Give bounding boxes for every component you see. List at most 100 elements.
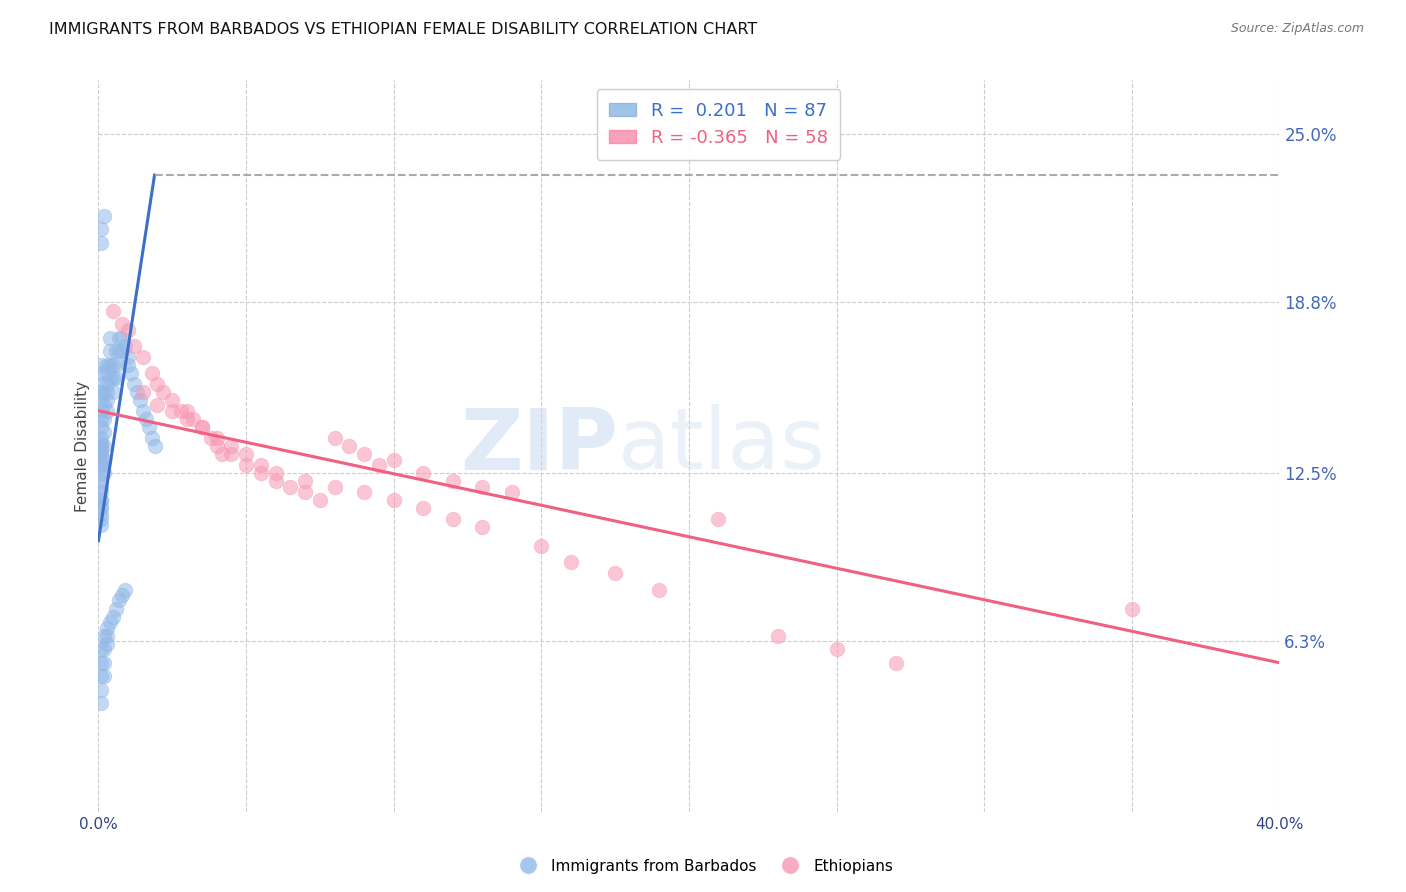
Text: Source: ZipAtlas.com: Source: ZipAtlas.com [1230, 22, 1364, 36]
Point [205, 431, 228, 445]
Point [96, 629, 118, 643]
Point [441, 512, 464, 526]
Point [90, 439, 112, 453]
Point [96, 392, 118, 407]
Point [117, 358, 139, 372]
Point [530, 539, 553, 553]
Point [471, 520, 494, 534]
Point [122, 376, 145, 391]
Point [90, 485, 112, 500]
Point [382, 493, 405, 508]
Point [96, 637, 118, 651]
Point [98, 371, 121, 385]
Point [105, 601, 128, 615]
Point [90, 458, 112, 472]
Point [146, 398, 169, 412]
Point [707, 512, 730, 526]
Point [1121, 601, 1143, 615]
Point [103, 358, 125, 372]
Point [90, 420, 112, 434]
Text: IMMIGRANTS FROM BARBADOS VS ETHIOPIAN FEMALE DISABILITY CORRELATION CHART: IMMIGRANTS FROM BARBADOS VS ETHIOPIAN FE… [49, 22, 758, 37]
Point [90, 358, 112, 372]
Point [90, 436, 112, 450]
Point [264, 466, 287, 480]
Point [98, 344, 121, 359]
Point [93, 439, 115, 453]
Point [111, 331, 134, 345]
Point [105, 371, 128, 385]
Point [90, 452, 112, 467]
Point [412, 466, 434, 480]
Point [176, 404, 198, 418]
Point [382, 452, 405, 467]
Point [90, 376, 112, 391]
Point [132, 350, 155, 364]
Legend: Immigrants from Barbados, Ethiopians: Immigrants from Barbados, Ethiopians [506, 853, 900, 880]
Point [96, 366, 118, 380]
Point [93, 466, 115, 480]
Point [211, 447, 233, 461]
Point [152, 384, 174, 399]
Point [501, 485, 523, 500]
Point [412, 501, 434, 516]
Point [108, 593, 131, 607]
Point [114, 339, 136, 353]
Point [250, 466, 273, 480]
Point [138, 420, 160, 434]
Point [294, 474, 316, 488]
Point [93, 384, 115, 399]
Point [132, 404, 155, 418]
Point [471, 480, 494, 494]
Point [90, 447, 112, 461]
Legend: R =  0.201   N = 87, R = -0.365   N = 58: R = 0.201 N = 87, R = -0.365 N = 58 [596, 89, 841, 160]
Point [323, 480, 346, 494]
Point [96, 620, 118, 634]
Point [103, 609, 125, 624]
Point [96, 404, 118, 418]
Point [93, 669, 115, 683]
Point [90, 384, 112, 399]
Point [135, 412, 157, 426]
Point [90, 517, 112, 532]
Point [96, 376, 118, 391]
Point [90, 442, 112, 456]
Point [825, 642, 848, 657]
Point [280, 480, 302, 494]
Point [98, 358, 121, 372]
Point [132, 384, 155, 399]
Point [766, 629, 789, 643]
Point [111, 317, 134, 331]
Point [221, 439, 243, 453]
Point [90, 697, 112, 711]
Point [90, 493, 112, 508]
Point [98, 331, 121, 345]
Point [111, 588, 134, 602]
Point [264, 474, 287, 488]
Point [90, 466, 112, 480]
Point [235, 447, 257, 461]
Point [441, 474, 464, 488]
Text: ZIP: ZIP [460, 404, 619, 488]
Point [93, 398, 115, 412]
Point [111, 344, 134, 359]
Point [117, 350, 139, 364]
Point [93, 209, 115, 223]
Point [191, 420, 214, 434]
Point [146, 376, 169, 391]
Point [200, 431, 222, 445]
Point [176, 412, 198, 426]
Point [90, 366, 112, 380]
Point [90, 431, 112, 445]
Point [90, 458, 112, 472]
Point [221, 447, 243, 461]
Point [93, 412, 115, 426]
Point [648, 582, 671, 597]
Point [181, 412, 204, 426]
Point [143, 439, 166, 453]
Point [122, 339, 145, 353]
Point [90, 682, 112, 697]
Point [294, 485, 316, 500]
Point [884, 656, 907, 670]
Point [105, 344, 128, 359]
Point [93, 642, 115, 657]
